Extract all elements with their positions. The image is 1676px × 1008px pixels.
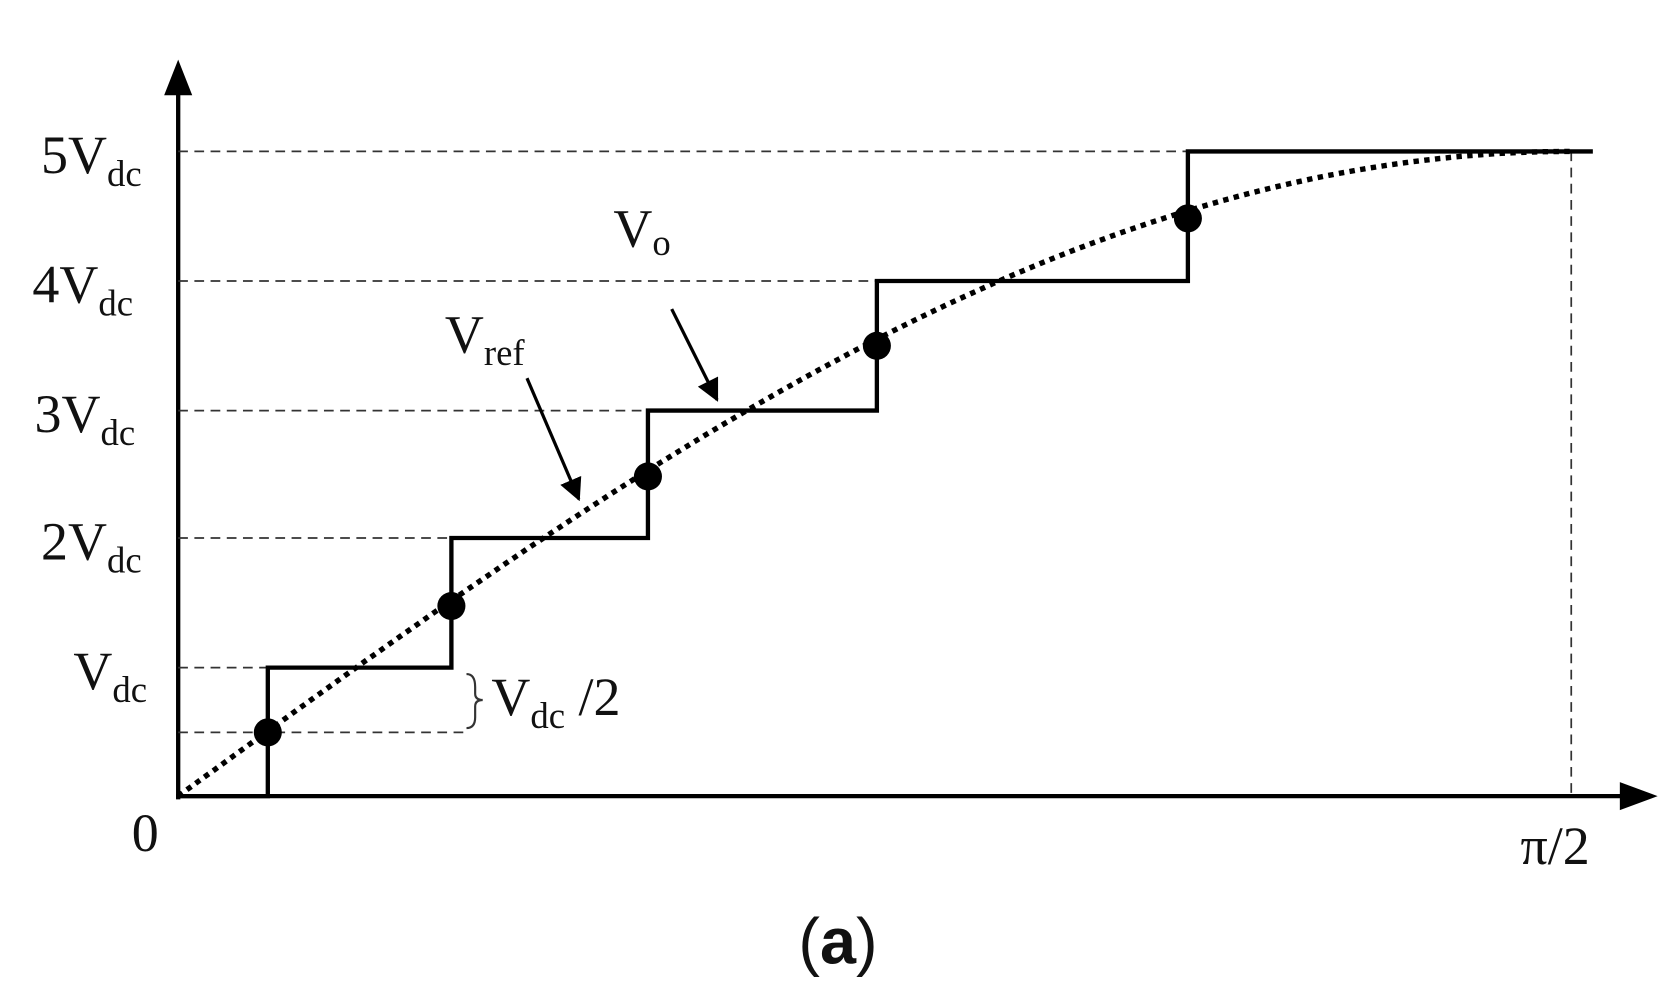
- switch-point: [862, 331, 891, 360]
- brace: [466, 673, 483, 730]
- caption: (a): [798, 904, 877, 977]
- vref-arrow: [525, 377, 582, 502]
- y-label: 5Vdc: [41, 125, 142, 194]
- vo-label: Vo: [613, 198, 670, 263]
- staircase: [178, 149, 1593, 799]
- switch-point: [633, 462, 662, 491]
- x-arrowhead: [1619, 782, 1658, 811]
- vref-label: Vref: [445, 304, 526, 373]
- origin-label: 0: [132, 803, 159, 863]
- reference-curve: [176, 148, 1572, 799]
- switch-point: [437, 592, 466, 621]
- y-label: 4Vdc: [32, 255, 133, 324]
- x-end-label: π/2: [1520, 816, 1589, 876]
- switch-points: [253, 204, 1202, 747]
- half-label: Vdc /2: [491, 667, 620, 736]
- vo-arrow: [670, 308, 719, 402]
- guides: [178, 150, 1573, 797]
- y-label: 2Vdc: [41, 512, 142, 581]
- y-arrowhead: [164, 59, 193, 96]
- y-label: Vdc: [73, 641, 147, 710]
- switch-point: [1173, 204, 1202, 233]
- y-label: 3Vdc: [35, 384, 136, 453]
- switch-point: [253, 718, 282, 747]
